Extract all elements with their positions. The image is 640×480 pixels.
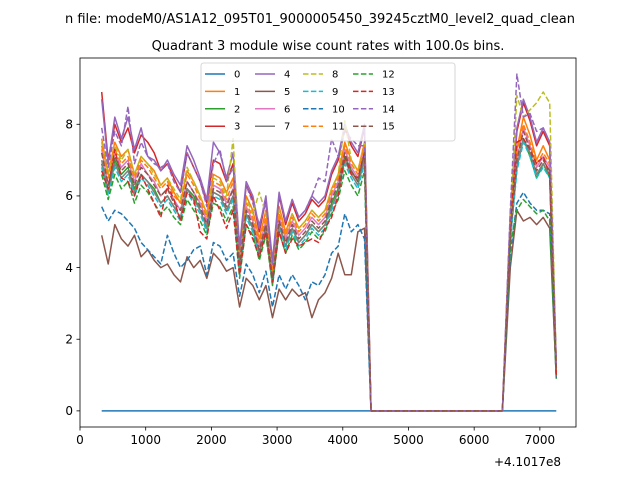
series-line-10 <box>101 191 558 412</box>
x-tick-label: 1000 <box>130 433 161 447</box>
legend-label-8: 8 <box>332 70 338 81</box>
series-line-1 <box>100 116 558 412</box>
legend-label-2: 2 <box>234 104 240 115</box>
series-layer <box>100 73 558 412</box>
y-tick-label: 8 <box>65 118 73 132</box>
x-tick-label: 4000 <box>328 433 359 447</box>
chart-title: Quadrant 3 module wise count rates with … <box>152 39 505 54</box>
legend-label-14: 14 <box>382 104 395 115</box>
series-line-4 <box>100 98 558 412</box>
legend-label-9: 9 <box>332 87 338 98</box>
y-tick-label: 6 <box>65 189 73 203</box>
y-axis: 0 2 4 6 8 <box>65 118 80 418</box>
x-axis: 0 1000 2000 3000 4000 5000 6000 7000 <box>76 427 555 447</box>
axes-frame <box>79 57 577 428</box>
series-line-8 <box>100 91 558 412</box>
x-tick-label: 7000 <box>525 433 556 447</box>
x-axis-offset-label: +4.1017e8 <box>494 455 561 469</box>
legend-label-15: 15 <box>382 122 395 133</box>
x-tick-label: 0 <box>76 433 84 447</box>
x-tick-label: 3000 <box>262 433 293 447</box>
legend-label-3: 3 <box>234 122 240 133</box>
legend-box <box>200 62 456 142</box>
x-tick-label: 2000 <box>196 433 227 447</box>
y-tick-label: 4 <box>65 261 73 275</box>
legend-label-10: 10 <box>332 104 345 115</box>
legend-label-4: 4 <box>284 70 290 81</box>
legend-label-7: 7 <box>284 122 290 133</box>
x-tick-label: 6000 <box>459 433 490 447</box>
series-line-15 <box>100 130 558 412</box>
figure-suptitle: n file: modeM0/AS1A12_095T01_9000005450_… <box>65 12 575 27</box>
legend-label-1: 1 <box>234 87 240 98</box>
legend-label-6: 6 <box>284 104 290 115</box>
legend-label-13: 13 <box>382 87 395 98</box>
y-tick-label: 2 <box>65 333 73 347</box>
y-tick-label: 0 <box>65 404 73 418</box>
x-tick-label: 5000 <box>393 433 424 447</box>
legend-label-12: 12 <box>382 70 395 81</box>
legend-label-0: 0 <box>234 70 240 81</box>
legend-label-11: 11 <box>332 122 345 133</box>
legend-label-5: 5 <box>284 87 290 98</box>
